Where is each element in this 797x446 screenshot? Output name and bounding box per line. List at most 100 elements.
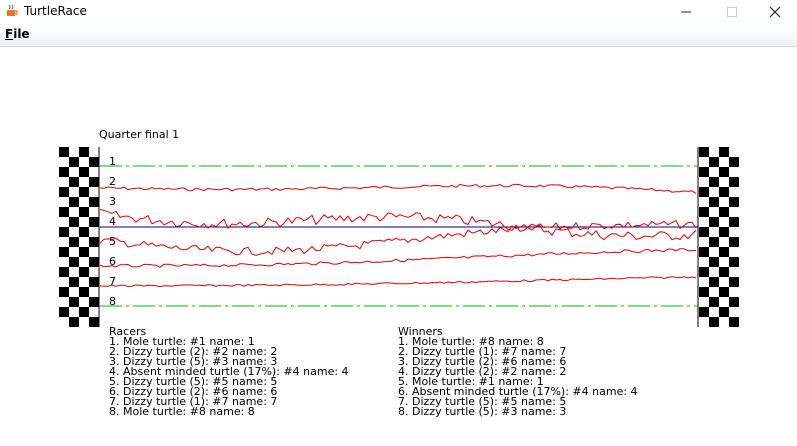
racer-item: 5. Dizzy turtle (5): #5 name: 5 bbox=[109, 375, 278, 388]
flag-square bbox=[59, 167, 69, 177]
flag-square bbox=[89, 157, 99, 167]
flag-square bbox=[89, 177, 99, 187]
flag-square bbox=[709, 177, 719, 187]
flag-square bbox=[89, 317, 99, 327]
winners-list: Winners 1. Mole turtle: #8 name: 8 2. Di… bbox=[398, 326, 638, 418]
racer-item: 2. Dizzy turtle (2): #2 name: 2 bbox=[109, 345, 278, 358]
flag-square bbox=[89, 217, 99, 227]
winner-item: 7. Dizzy turtle (5): #5 name: 5 bbox=[398, 395, 567, 408]
flag-square bbox=[79, 157, 89, 167]
flag-square bbox=[709, 227, 719, 237]
flag-square bbox=[729, 207, 739, 217]
flag-square bbox=[79, 317, 89, 327]
flag-square bbox=[69, 267, 79, 277]
flag-square bbox=[729, 277, 739, 287]
flag-square bbox=[69, 197, 79, 207]
flag-square bbox=[709, 147, 719, 157]
flag-square bbox=[729, 197, 739, 207]
flag-square bbox=[699, 177, 709, 187]
lane-path-dizzy bbox=[99, 209, 697, 241]
close-button[interactable] bbox=[752, 0, 797, 24]
flag-square bbox=[69, 307, 79, 317]
flag-square bbox=[79, 217, 89, 227]
flag-square bbox=[69, 167, 79, 177]
java-cup-icon bbox=[7, 4, 18, 16]
flag-square bbox=[719, 187, 729, 197]
flag-square bbox=[699, 237, 709, 247]
flag-square bbox=[79, 267, 89, 277]
flag-square bbox=[699, 277, 709, 287]
flag-square bbox=[79, 177, 89, 187]
start-flag bbox=[59, 147, 99, 327]
flag-square bbox=[729, 267, 739, 277]
flag-square bbox=[59, 187, 69, 197]
flag-square bbox=[719, 237, 729, 247]
flag-square bbox=[699, 307, 709, 317]
lane-label: 1 bbox=[109, 155, 116, 168]
winner-item: 2. Dizzy turtle (1): #7 name: 7 bbox=[398, 345, 567, 358]
flag-square bbox=[709, 157, 719, 167]
flag-square bbox=[59, 247, 69, 257]
flag-square bbox=[69, 247, 79, 257]
flag-square bbox=[729, 307, 739, 317]
flag-square bbox=[89, 227, 99, 237]
minimize-button[interactable] bbox=[663, 0, 709, 24]
flag-square bbox=[69, 237, 79, 247]
flag-square bbox=[89, 297, 99, 307]
flag-square bbox=[69, 207, 79, 217]
flag-square bbox=[719, 157, 729, 167]
flag-square bbox=[699, 187, 709, 197]
flag-square bbox=[89, 267, 99, 277]
flag-square bbox=[69, 157, 79, 167]
flag-square bbox=[729, 167, 739, 177]
flag-square bbox=[709, 207, 719, 217]
lane-path-dizzy bbox=[99, 183, 697, 194]
flag-square bbox=[719, 207, 729, 217]
flag-square bbox=[89, 147, 99, 157]
flag-square bbox=[69, 257, 79, 267]
flag-square bbox=[699, 297, 709, 307]
flag-square bbox=[79, 287, 89, 297]
winner-item: 5. Mole turtle: #1 name: 1 bbox=[398, 375, 544, 388]
racer-item: 1. Mole turtle: #1 name: 1 bbox=[109, 335, 255, 348]
flag-square bbox=[719, 257, 729, 267]
race-title: Quarter final 1 bbox=[99, 128, 180, 141]
flag-square bbox=[719, 287, 729, 297]
flag-square bbox=[69, 317, 79, 327]
maximize-button[interactable] bbox=[709, 0, 755, 24]
flag-square bbox=[89, 247, 99, 257]
flag-square bbox=[69, 217, 79, 227]
flag-square bbox=[69, 147, 79, 157]
flag-square bbox=[719, 177, 729, 187]
flag-square bbox=[729, 227, 739, 237]
flag-square bbox=[709, 167, 719, 177]
flag-square bbox=[709, 197, 719, 207]
winner-item: 1. Mole turtle: #8 name: 8 bbox=[398, 335, 544, 348]
lane-path-dizzy bbox=[99, 219, 697, 256]
flag-square bbox=[709, 297, 719, 307]
menu-bar: File bbox=[0, 24, 797, 47]
flag-square bbox=[59, 297, 69, 307]
flag-square bbox=[69, 187, 79, 197]
flag-square bbox=[709, 317, 719, 327]
flag-square bbox=[59, 317, 69, 327]
flag-square bbox=[79, 227, 89, 237]
flag-square bbox=[89, 197, 99, 207]
flag-square bbox=[709, 307, 719, 317]
racers-header: Racers bbox=[109, 325, 147, 338]
flag-square bbox=[699, 157, 709, 167]
flag-square bbox=[69, 277, 79, 287]
lane-path-dizzy bbox=[99, 276, 697, 288]
flag-square bbox=[729, 147, 739, 157]
racer-item: 6. Dizzy turtle (2): #6 name: 6 bbox=[109, 385, 278, 398]
winner-item: 8. Dizzy turtle (5): #3 name: 3 bbox=[398, 405, 567, 418]
flag-square bbox=[59, 287, 69, 297]
flag-square bbox=[709, 257, 719, 267]
maximize-icon bbox=[727, 7, 737, 17]
flag-square bbox=[729, 157, 739, 167]
racer-item: 3. Dizzy turtle (5): #3 name: 3 bbox=[109, 355, 278, 368]
flag-square bbox=[59, 227, 69, 237]
flag-square bbox=[59, 217, 69, 227]
menu-file[interactable]: File bbox=[5, 27, 30, 41]
flag-square bbox=[699, 247, 709, 257]
